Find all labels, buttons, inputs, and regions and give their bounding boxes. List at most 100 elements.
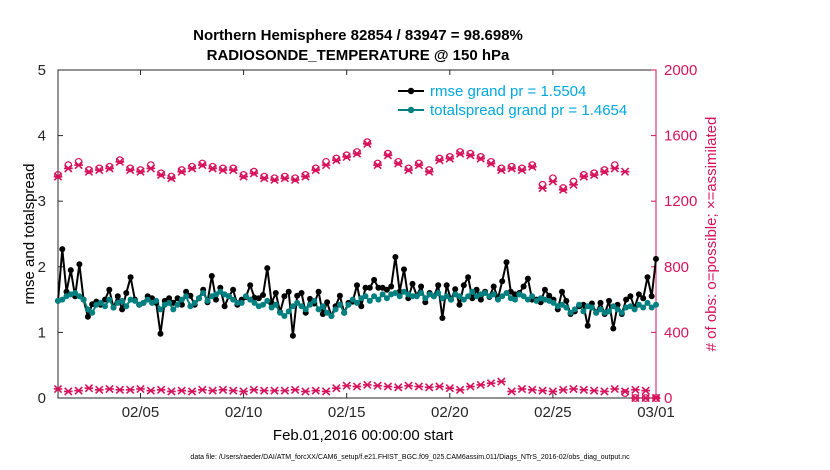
- obs-possible-marker: [487, 157, 495, 166]
- spread-point: [294, 299, 301, 306]
- obs-assimilated-marker: [208, 386, 217, 395]
- spread-point: [520, 293, 527, 300]
- y-tick-label-right: 400: [664, 324, 689, 341]
- legend-spread-label: totalspread grand pr = 1.4654: [430, 102, 627, 119]
- legend-spread-marker: [407, 106, 415, 114]
- rmse-point: [597, 299, 604, 306]
- rmse-point: [221, 303, 228, 310]
- spread-point: [144, 296, 151, 303]
- rmse-point: [157, 330, 164, 337]
- spread-point: [153, 297, 160, 304]
- spread-point: [529, 293, 536, 300]
- obs-possible-marker: [435, 154, 444, 163]
- rmse-point: [452, 286, 459, 293]
- obs-assimilated-marker: [383, 151, 393, 160]
- y-tick-label-right: 800: [664, 259, 689, 276]
- rmse-point: [606, 297, 612, 304]
- obs-possible-marker: [476, 153, 485, 161]
- obs-possible-marker: [414, 159, 423, 168]
- obs-assimilated-marker: [84, 383, 94, 393]
- rmse-point: [354, 282, 360, 289]
- obs-assimilated-marker: [579, 385, 589, 394]
- obs-assimilated-marker: [414, 160, 424, 170]
- obs-assimilated-marker: [517, 384, 527, 394]
- obs-possible-marker: [239, 171, 248, 179]
- spread-point: [559, 301, 565, 308]
- obs-assimilated-marker: [74, 386, 83, 395]
- spread-point: [217, 288, 224, 295]
- obs-assimilated-marker: [424, 383, 434, 392]
- obs-assimilated-marker: [249, 169, 259, 178]
- obs-assimilated-marker: [177, 167, 187, 176]
- obs-assimilated-marker: [548, 177, 558, 186]
- obs-assimilated-marker: [74, 160, 83, 170]
- y-tick-label-right: 2000: [664, 62, 697, 79]
- spread-point: [332, 306, 339, 313]
- obs-assimilated-marker: [579, 172, 589, 181]
- obs-assimilated-marker: [63, 387, 73, 396]
- spread-point: [260, 301, 266, 308]
- obs-assimilated-marker: [569, 180, 578, 189]
- obs-assimilated-marker: [610, 164, 620, 173]
- y-ticks-right: 0 400 800 1200 1600 2000: [651, 62, 697, 407]
- x-ticks: 02/05 02/10 02/15 02/20 02/25 03/01: [122, 70, 675, 421]
- spread-point: [234, 299, 241, 306]
- obs-assimilated-marker: [538, 183, 547, 193]
- obs-assimilated-marker: [466, 151, 475, 160]
- obs-assimilated-marker: [455, 385, 465, 394]
- spread-point: [640, 304, 647, 311]
- spread-point: [72, 290, 79, 296]
- rmse-point: [67, 267, 74, 274]
- rmse-point: [563, 297, 570, 304]
- rmse-point: [298, 290, 305, 296]
- obs-assimilated-marker: [538, 386, 547, 395]
- rmse-point: [76, 261, 83, 268]
- spread-point: [648, 304, 655, 311]
- spread-point: [225, 293, 232, 300]
- rmse-point: [289, 332, 296, 339]
- rmse-point: [490, 283, 497, 290]
- obs-assimilated-marker: [218, 385, 228, 394]
- obs-assimilated-marker: [115, 385, 125, 394]
- spread-point: [413, 293, 420, 300]
- obs-assimilated-marker: [497, 377, 506, 386]
- obs-possible-marker: [270, 174, 279, 183]
- obs-assimilated-marker: [105, 164, 114, 173]
- obs-assimilated-marker: [631, 393, 640, 403]
- rmse-point: [439, 315, 446, 321]
- rmse-point: [503, 259, 510, 266]
- spread-point: [285, 308, 292, 315]
- obs-possible-marker: [600, 166, 609, 174]
- obs-assimilated-marker: [280, 386, 290, 395]
- spread-point: [571, 306, 578, 313]
- spread-point: [396, 293, 403, 300]
- obs-assimilated-marker: [527, 385, 537, 394]
- obs-assimilated-marker: [332, 383, 341, 393]
- obs-assimilated-marker: [383, 382, 393, 391]
- x-tick-label: 02/05: [122, 404, 160, 421]
- rmse-point: [375, 284, 382, 291]
- spread-point: [533, 297, 540, 304]
- spread-point: [435, 290, 442, 296]
- spread-point: [80, 296, 87, 303]
- obs-possible-marker: [115, 156, 124, 165]
- spread-point: [563, 304, 570, 311]
- obs-assimilated-marker: [548, 387, 558, 396]
- rmse-point: [281, 293, 288, 300]
- y-tick-label-right: 1200: [664, 193, 697, 210]
- rmse-point: [401, 266, 407, 273]
- rmse-point: [456, 301, 463, 308]
- obs-assimilated-marker: [517, 165, 527, 175]
- spread-point: [191, 299, 198, 306]
- spread-point: [102, 303, 108, 310]
- y-axis-label-left: rmse and totalspread: [21, 164, 38, 305]
- obs-assimilated-marker: [631, 385, 640, 394]
- obs-possible-marker: [528, 161, 537, 170]
- obs-assimilated-marker: [259, 386, 269, 395]
- spread-point: [593, 309, 600, 316]
- obs-possible-marker: [445, 153, 454, 161]
- obs-possible-marker: [456, 148, 465, 156]
- obs-possible-marker: [126, 164, 135, 173]
- obs-assimilated-marker: [424, 167, 434, 176]
- spread-point: [524, 296, 531, 303]
